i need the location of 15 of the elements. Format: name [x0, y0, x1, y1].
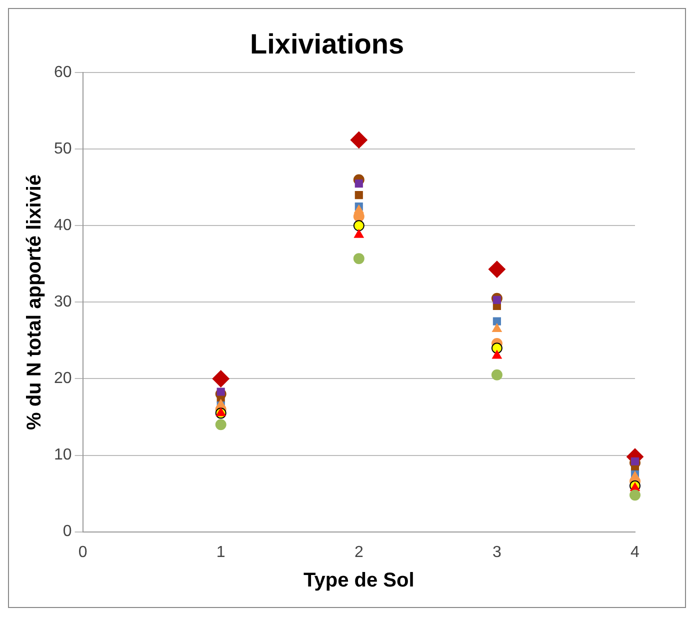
- chart-title: Lixiviations: [250, 28, 404, 60]
- y-tick-label: 30: [54, 294, 72, 311]
- y-tick-label: 40: [54, 217, 72, 234]
- x-tick-label: 3: [492, 544, 502, 561]
- y-tick-label: 0: [62, 523, 72, 540]
- x-tick-label: 2: [354, 544, 364, 561]
- y-axis-title: % du N total apporté lixivié: [24, 174, 46, 430]
- x-tick-label: 4: [630, 544, 640, 561]
- y-tick-label: 60: [54, 64, 72, 82]
- y-tick-label: 20: [54, 370, 72, 388]
- y-tick-label: 10: [54, 446, 72, 464]
- x-tick-label: 1: [216, 544, 226, 561]
- x-axis-title: Type de Sol: [304, 570, 414, 592]
- x-tick-label: 0: [78, 544, 88, 561]
- y-tick-label: 50: [54, 140, 72, 158]
